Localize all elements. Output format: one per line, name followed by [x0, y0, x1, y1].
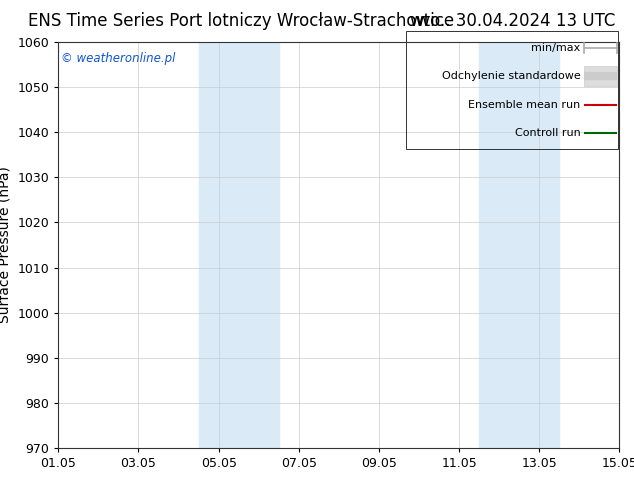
Text: Odchylenie standardowe: Odchylenie standardowe — [442, 71, 581, 81]
Text: wto.. 30.04.2024 13 UTC: wto.. 30.04.2024 13 UTC — [410, 12, 615, 30]
FancyBboxPatch shape — [583, 66, 617, 86]
Text: Ensemble mean run: Ensemble mean run — [469, 99, 581, 110]
Text: ENS Time Series Port lotniczy Wrocław-Strachowice: ENS Time Series Port lotniczy Wrocław-St… — [28, 12, 454, 30]
Text: © weatheronline.pl: © weatheronline.pl — [61, 52, 176, 65]
Text: min/max: min/max — [531, 43, 581, 53]
Bar — [198, 42, 279, 448]
Text: Controll run: Controll run — [515, 128, 581, 138]
Y-axis label: Surface Pressure (hPa): Surface Pressure (hPa) — [0, 167, 12, 323]
Bar — [479, 42, 559, 448]
Bar — [406, 31, 618, 149]
